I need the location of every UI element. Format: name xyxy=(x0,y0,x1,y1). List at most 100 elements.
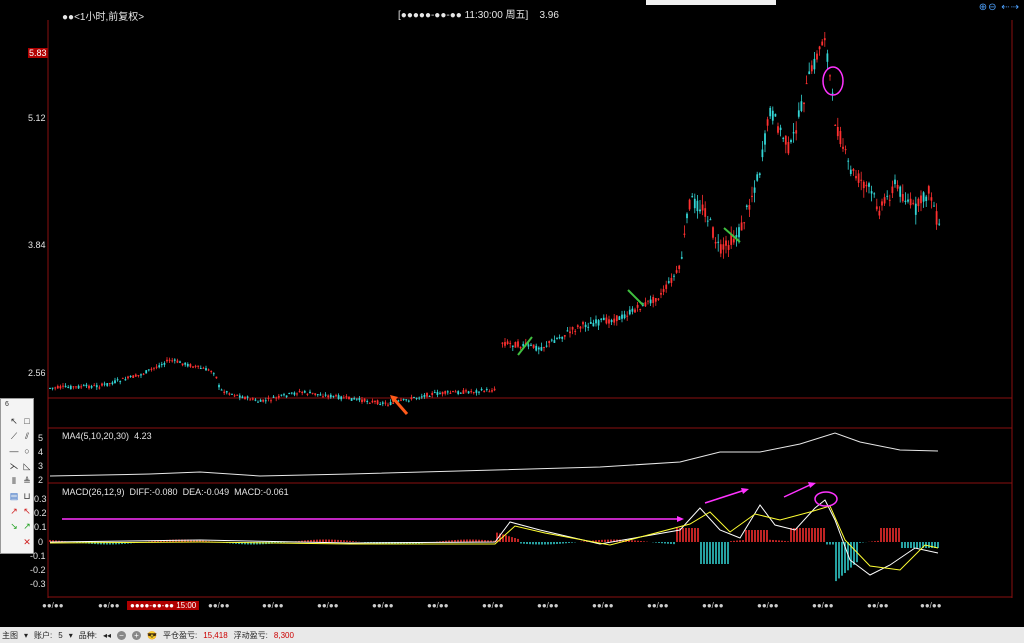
candle-body xyxy=(774,113,777,117)
candle-body xyxy=(90,386,93,388)
candle-body xyxy=(743,222,746,224)
x-axis-label: ●●/●● xyxy=(42,601,64,610)
parallel-line-tool-icon[interactable]: ⫽ xyxy=(24,431,29,441)
ma-axis-label: 2 xyxy=(38,475,44,485)
candle-body xyxy=(514,342,517,348)
candle-body xyxy=(462,390,465,394)
candle-body xyxy=(504,342,506,346)
candle-body xyxy=(54,387,57,389)
candle-body xyxy=(75,386,77,388)
vertical-lines-tool-icon[interactable]: ⦀ xyxy=(12,476,16,486)
cursor-readout: [●●●●●-●●-●● 11:30:00 周五] 3.96 xyxy=(398,10,559,21)
candle-body xyxy=(272,396,275,398)
candle-body xyxy=(678,265,681,269)
candle-body xyxy=(914,203,917,215)
candle-body xyxy=(259,399,262,402)
candle-body xyxy=(142,373,145,375)
rectangle-tool-icon[interactable]: □ xyxy=(24,416,30,426)
candle-body xyxy=(103,383,106,385)
triangle-tool-icon[interactable]: ◺ xyxy=(23,461,31,471)
candle-body xyxy=(790,140,792,143)
candle-body xyxy=(717,241,720,243)
candle-body xyxy=(917,198,920,207)
candle-body xyxy=(95,385,98,388)
up-arrow-tool-icon[interactable]: ↗ xyxy=(10,506,18,516)
chart-title: ●●<1小时,前复权> xyxy=(62,12,145,23)
candle-body xyxy=(618,316,621,320)
candle-body xyxy=(501,342,504,344)
green-arrow-marker xyxy=(723,227,741,243)
pointer-tool-icon[interactable]: ↖ xyxy=(10,416,18,426)
candle-body xyxy=(758,173,761,176)
candle-body xyxy=(129,375,132,378)
candle-body xyxy=(145,370,148,374)
text-tool-icon[interactable]: ▤ xyxy=(9,491,19,501)
candle-body xyxy=(756,174,759,181)
candle-body xyxy=(881,201,883,206)
up-arrow-green-tool-icon[interactable]: ↗ xyxy=(23,521,31,531)
horizontal-line-tool-icon[interactable]: — xyxy=(9,446,19,456)
candle-body xyxy=(735,234,738,238)
candle-body xyxy=(355,398,358,400)
candle-body xyxy=(327,395,330,398)
candle-body xyxy=(870,191,873,194)
candle-body xyxy=(600,318,603,320)
candle-body xyxy=(298,391,301,393)
candle-body xyxy=(119,381,122,383)
delete-drawing-icon[interactable]: ✕ xyxy=(23,537,31,547)
cycle-tool-icon[interactable]: ≜ xyxy=(23,476,31,486)
candle-body xyxy=(751,195,753,197)
candle-body xyxy=(470,391,473,393)
ruler-tool-icon[interactable]: ⊔ xyxy=(23,491,31,501)
dropdown-icon[interactable]: ▾ xyxy=(68,630,73,640)
candle-body xyxy=(667,281,670,283)
main-chart-tab[interactable]: 主图 xyxy=(2,630,18,640)
candle-body xyxy=(184,362,187,365)
candle-body xyxy=(842,146,844,149)
zoom-controls[interactable]: ⊕⊖ ⇠⇢ xyxy=(978,2,1020,13)
realized-pnl-value: 15,418 xyxy=(203,630,228,640)
account-value[interactable]: 5 xyxy=(58,630,63,640)
candle-body xyxy=(140,374,142,376)
candle-body xyxy=(153,367,155,369)
candle-body xyxy=(615,315,618,322)
candle-body xyxy=(883,197,886,204)
macd-dea-line xyxy=(49,505,939,571)
dropdown-icon[interactable]: ▾ xyxy=(24,630,29,640)
candle-body xyxy=(314,393,317,395)
candle-body xyxy=(857,173,860,183)
minus-icon[interactable]: − xyxy=(116,630,126,640)
candle-body xyxy=(192,366,194,368)
down-arrow-tool-icon[interactable]: ↘ xyxy=(10,521,18,531)
ellipse-tool-icon[interactable]: ○ xyxy=(24,446,30,456)
line-tool-icon[interactable]: ⟋ xyxy=(10,431,18,441)
candle-body xyxy=(683,233,686,235)
account-label: 账户: xyxy=(34,630,53,640)
candle-body xyxy=(605,317,608,324)
price-label: 3.84 xyxy=(28,240,46,250)
x-axis-label: ●●/●● xyxy=(372,601,394,610)
nav-prev-icon[interactable]: ◂◂ xyxy=(102,630,111,640)
candle-body xyxy=(379,404,382,406)
fan-tool-icon[interactable]: ⋋ xyxy=(9,461,19,471)
candle-body xyxy=(332,395,335,397)
down-arrow-red-tool-icon[interactable]: ↖ xyxy=(23,506,31,516)
candle-body xyxy=(782,137,785,139)
floating-pnl-value: 8,300 xyxy=(273,630,294,640)
candle-body xyxy=(246,396,249,398)
candle-body xyxy=(353,398,356,400)
candle-body xyxy=(699,209,701,212)
candle-body xyxy=(938,223,941,225)
candle-body xyxy=(155,366,158,368)
candle-body xyxy=(644,302,647,307)
candle-body xyxy=(532,344,535,348)
candle-body xyxy=(423,394,426,397)
candle-body xyxy=(779,127,782,131)
plus-icon[interactable]: + xyxy=(131,630,141,640)
candle-body xyxy=(400,399,402,401)
candle-body xyxy=(665,284,668,289)
emoji-icon[interactable]: 😎 xyxy=(146,630,157,640)
candle-body xyxy=(207,369,210,371)
candle-body xyxy=(829,75,831,77)
